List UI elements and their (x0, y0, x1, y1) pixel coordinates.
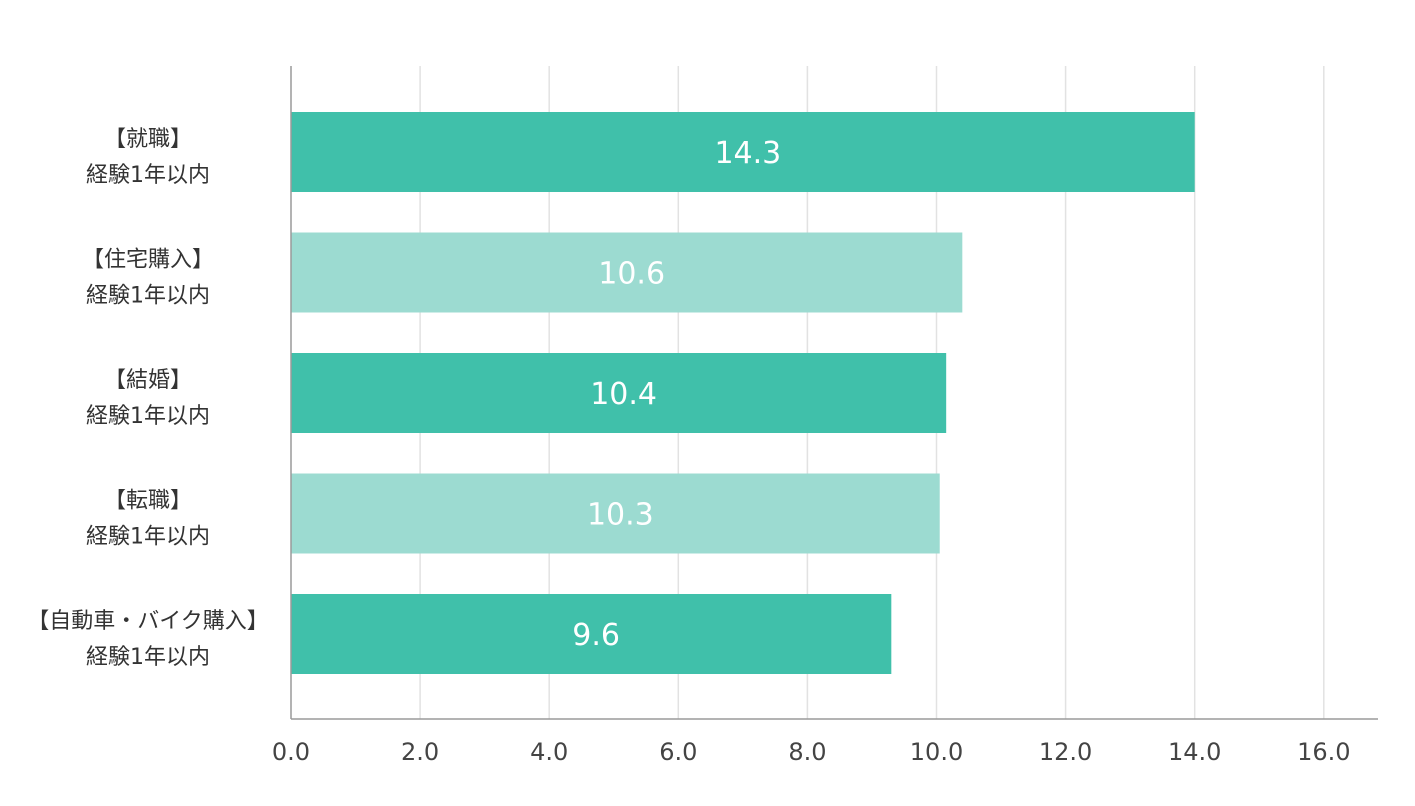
y-category-label: 経験1年以内 (86, 163, 210, 188)
y-category-label: 【結婚】 (104, 368, 192, 393)
x-tick-label: 4.0 (530, 738, 568, 766)
bar (291, 232, 963, 313)
bar-data-label: 9.6 (572, 618, 620, 653)
x-tick-label: 2.0 (401, 738, 439, 766)
y-category-label: 【住宅購入】 (82, 248, 214, 273)
y-category-label: 【就職】 (104, 127, 192, 152)
x-tick-label: 12.0 (1039, 738, 1092, 766)
x-tick-label: 10.0 (910, 738, 963, 766)
bar-data-label: 14.3 (714, 136, 781, 171)
y-category-label: 経験1年以内 (86, 404, 210, 429)
x-tick-label: 8.0 (788, 738, 826, 766)
bars (291, 112, 1195, 674)
bar (291, 594, 892, 674)
bar-data-label: 10.3 (587, 498, 654, 533)
y-category-label: 経験1年以内 (86, 645, 210, 670)
y-category-label: 経験1年以内 (86, 525, 210, 550)
x-tick-label: 6.0 (659, 738, 697, 766)
bar (291, 473, 940, 554)
y-category-label: 【転職】 (104, 489, 192, 514)
x-tick-label: 16.0 (1297, 738, 1350, 766)
bar-data-label: 10.6 (598, 257, 665, 292)
axes (290, 66, 1378, 720)
y-category-label: 経験1年以内 (86, 284, 210, 309)
labels: 0.0 2.0 4.0 6.0 8.0 10.0 12.0 14.0 16.0 14.3 【就職】経… (27, 127, 1350, 766)
x-tick-label: 14.0 (1168, 738, 1221, 766)
bar-data-label: 10.4 (590, 377, 657, 412)
bar (291, 112, 1195, 192)
y-category-label: 【自動車・バイク購入】 (27, 609, 269, 634)
bar (291, 353, 947, 433)
x-tick-label: 0.0 (272, 738, 310, 766)
